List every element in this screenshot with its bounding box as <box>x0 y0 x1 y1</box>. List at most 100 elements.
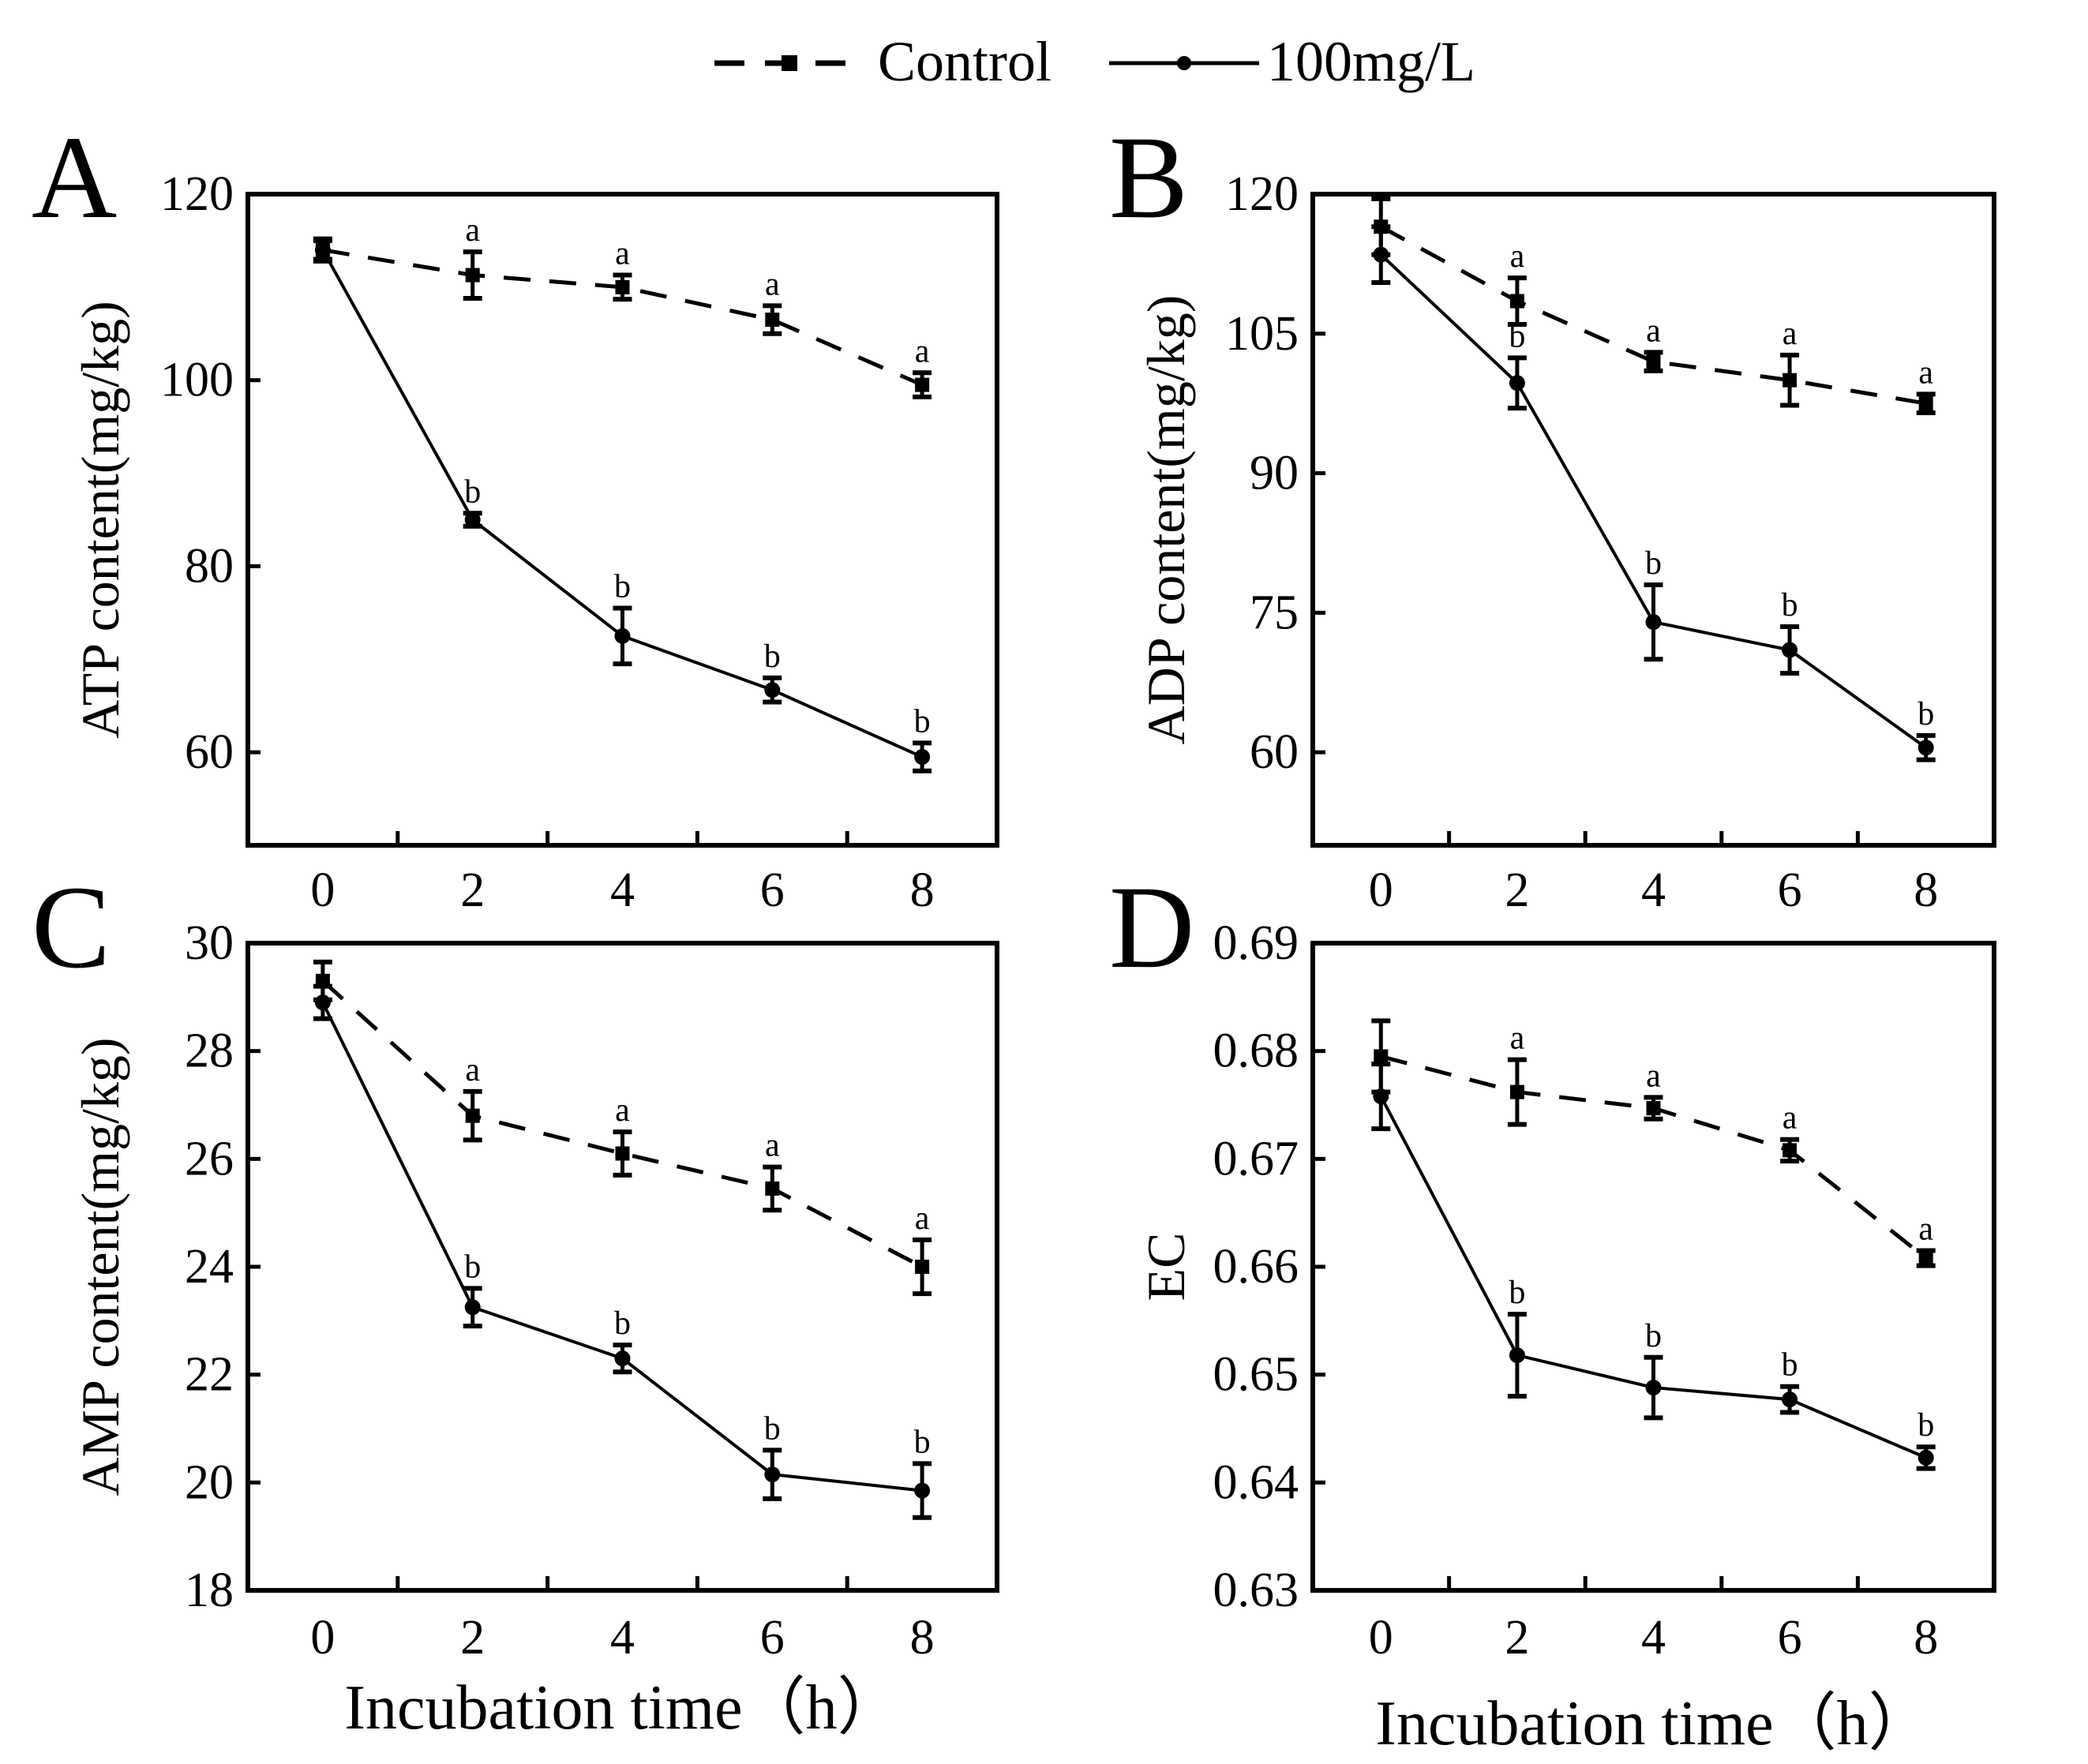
significance-letter: b <box>914 1424 931 1460</box>
significance-letter: a <box>1782 1100 1797 1137</box>
significance-letter: a <box>1782 316 1797 352</box>
data-point <box>765 313 780 328</box>
plot-frame <box>1310 192 1996 848</box>
x-tick-label: 4 <box>610 1611 635 1665</box>
y-tick-label: 22 <box>185 1348 234 1402</box>
y-tick-label: 0.69 <box>1213 916 1299 970</box>
significance-letter: b <box>614 1305 631 1342</box>
legend: Control 100mg/L <box>714 30 1475 93</box>
y-tick-label: 105 <box>1225 307 1299 361</box>
x-tick-label: 2 <box>1505 863 1529 917</box>
y-tick-label: 75 <box>1250 586 1299 639</box>
significance-letter: b <box>464 474 481 510</box>
significance-letter: a <box>915 333 930 369</box>
x-tick-label: 6 <box>1778 1611 1802 1665</box>
x-tick-label: 6 <box>1778 863 1802 917</box>
data-point <box>465 1108 480 1123</box>
series-treatment: b b b b <box>313 983 932 1520</box>
x-axis-label: Incubation time（h） <box>344 1673 900 1743</box>
significance-letter: b <box>1509 1275 1525 1311</box>
legend-treatment-marker <box>1177 56 1191 70</box>
x-tick-label: 4 <box>1641 863 1666 917</box>
y-tick-label: 20 <box>185 1455 234 1509</box>
data-point <box>1782 1391 1798 1408</box>
y-tick-label: 60 <box>1250 725 1299 779</box>
significance-letter: a <box>765 1128 780 1164</box>
data-point <box>614 627 631 644</box>
panel-d: D 0.63 0.64 0.65 0.66 0.67 0.68 0.69 0 2 4 6 8 EC Incu… <box>1109 862 1996 1758</box>
panel-letter: C <box>32 862 111 993</box>
significance-letter: a <box>1646 313 1661 349</box>
y-axis-label: ADP content(mg/kg) <box>1136 295 1196 745</box>
y-tick-label: 120 <box>1225 167 1299 221</box>
significance-letter: a <box>1510 1021 1525 1057</box>
data-point <box>1917 740 1934 756</box>
x-tick-label: 2 <box>1505 1611 1529 1665</box>
y-tick-label: 0.63 <box>1213 1564 1299 1617</box>
data-point <box>914 1482 931 1499</box>
data-point <box>314 242 331 258</box>
x-tick-label: 6 <box>760 863 785 917</box>
y-tick-label: 26 <box>185 1132 234 1185</box>
x-tick-label: 4 <box>1641 1611 1666 1665</box>
data-point <box>1509 1084 1524 1099</box>
data-point <box>1782 373 1797 388</box>
series-line <box>322 248 924 387</box>
x-axis-label: Incubation time（h） <box>1375 1689 1931 1758</box>
series-control: a a a a <box>1371 1018 1936 1268</box>
legend-treatment-label: 100mg/L <box>1267 30 1475 93</box>
significance-letter: b <box>464 1249 481 1285</box>
series-treatment: b b b b <box>1371 224 1936 762</box>
data-point <box>1509 294 1524 309</box>
x-tick-label: 0 <box>310 1611 335 1665</box>
y-axis-label: ATP content(mg/kg) <box>70 301 130 739</box>
x-tick-label: 0 <box>1369 863 1393 917</box>
data-point <box>1373 1088 1389 1105</box>
data-point <box>1509 375 1525 391</box>
y-tick-label: 0.68 <box>1213 1024 1299 1078</box>
x-tick-label: 8 <box>1914 863 1938 917</box>
y-tick-label: 100 <box>160 354 234 407</box>
data-point <box>915 377 930 392</box>
x-tick-label: 0 <box>1369 1611 1393 1665</box>
significance-letter: b <box>914 703 931 740</box>
data-point <box>1918 1251 1933 1266</box>
series-treatment: b b b b <box>1371 1062 1936 1471</box>
y-tick-label: 60 <box>185 725 234 779</box>
data-point <box>915 1260 930 1274</box>
data-point <box>615 1146 630 1161</box>
y-tick-label: 90 <box>1250 447 1299 500</box>
series-control: a a a a <box>313 212 932 399</box>
series-line <box>321 249 923 758</box>
significance-letter: a <box>1510 238 1525 275</box>
y-axis-label: AMP content(mg/kg) <box>70 1037 130 1496</box>
series-treatment: b b b b <box>313 238 932 773</box>
series-control: a a a a <box>1371 196 1936 415</box>
plot-frame <box>246 192 999 848</box>
plot-frame <box>246 941 999 1593</box>
data-point <box>765 1181 780 1196</box>
legend-control-label: Control <box>878 30 1051 93</box>
y-tick-label: 0.65 <box>1213 1348 1299 1402</box>
significance-letter: b <box>1645 1318 1662 1354</box>
data-point <box>1373 246 1389 263</box>
data-point <box>1918 396 1933 411</box>
significance-letter: b <box>614 568 631 605</box>
significance-letter: a <box>915 1200 930 1237</box>
x-tick-label: 0 <box>310 863 335 917</box>
data-point <box>1917 1449 1934 1466</box>
significance-letter: b <box>1509 318 1525 354</box>
significance-letter: a <box>615 1092 630 1129</box>
significance-letter: b <box>764 1410 781 1447</box>
significance-letter: a <box>465 1052 480 1088</box>
data-point <box>1645 1380 1662 1396</box>
significance-letter: a <box>615 236 630 272</box>
significance-letter: b <box>1917 1407 1934 1444</box>
x-tick-label: 2 <box>460 1611 485 1665</box>
x-tick-label: 8 <box>910 1611 935 1665</box>
y-tick-label: 24 <box>185 1240 234 1294</box>
series-control: a a a a <box>313 959 932 1297</box>
